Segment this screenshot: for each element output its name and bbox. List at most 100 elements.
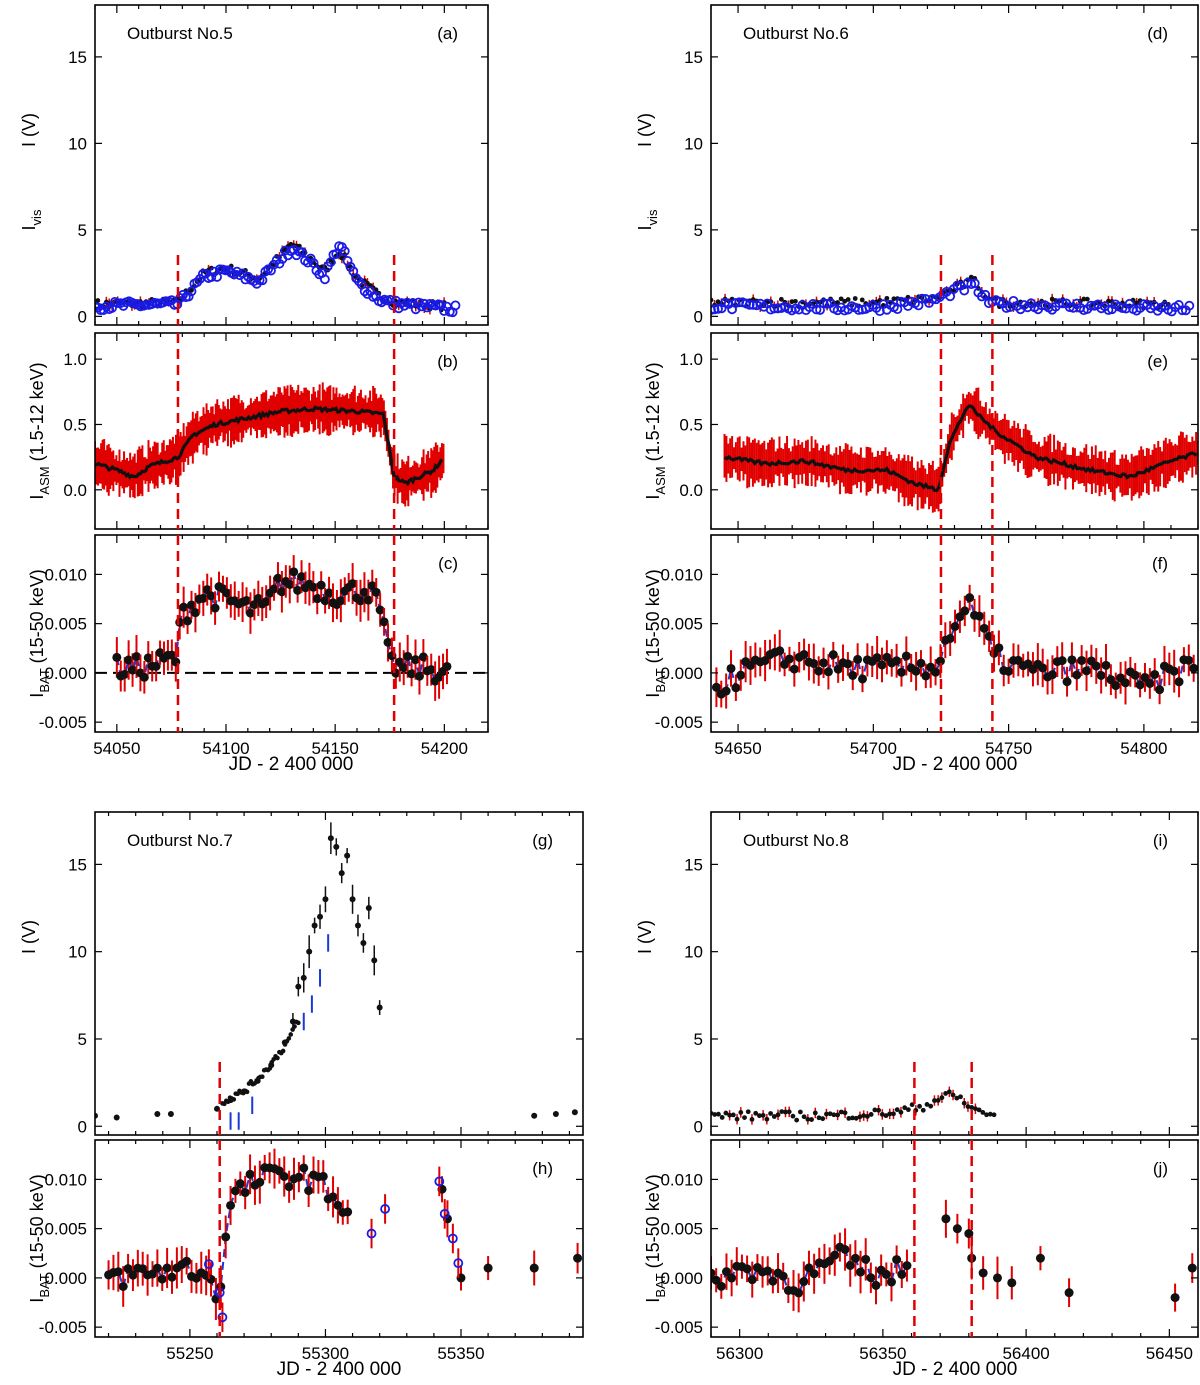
panel-frame bbox=[710, 811, 1199, 1136]
bat-point bbox=[1174, 677, 1184, 687]
vis-point bbox=[317, 913, 324, 920]
bat-point bbox=[825, 1256, 835, 1266]
series-BAT-j bbox=[711, 1228, 912, 1313]
x-tick-label: 54750 bbox=[985, 739, 1032, 758]
y-tick-label: 0.000 bbox=[44, 1269, 87, 1288]
vis-point bbox=[786, 1109, 792, 1115]
bat-point bbox=[124, 655, 134, 665]
y-tick-label: 10 bbox=[684, 134, 703, 153]
bat-point bbox=[848, 670, 858, 680]
bat-point bbox=[359, 587, 369, 597]
panel-tag: (e) bbox=[1147, 352, 1168, 371]
panel-frame bbox=[94, 1139, 584, 1338]
vis-point bbox=[723, 1110, 729, 1116]
y-tick-label: 1.0 bbox=[679, 350, 703, 369]
bat-point bbox=[285, 579, 295, 589]
vis-point bbox=[225, 1099, 231, 1105]
panel-tag: (f) bbox=[1152, 554, 1168, 573]
bat-point bbox=[167, 1272, 177, 1282]
bat-point bbox=[1064, 1288, 1074, 1298]
panel-tag: (b) bbox=[437, 352, 458, 371]
bat-point bbox=[143, 653, 153, 663]
panel-a: 0 5 10 15 Outburst No.5 (a) I (V) Ivis bbox=[19, 4, 489, 326]
y-tick-label: 5 bbox=[78, 221, 87, 240]
vis-point bbox=[876, 1107, 881, 1113]
vis-point bbox=[280, 1048, 286, 1054]
x-axis-label: JD - 2 400 000 bbox=[893, 1359, 1018, 1380]
vis-point bbox=[552, 1111, 559, 1118]
panel-h: -0.005 0.000 0.005 0.010 55250 55300 55350 (h) I… bbox=[27, 1139, 584, 1380]
panel-tag: (g) bbox=[532, 831, 553, 850]
bat-point bbox=[308, 582, 318, 592]
plot-area-a bbox=[95, 240, 461, 318]
series-ASM-smoothed-e bbox=[723, 387, 1198, 513]
y-axis-label: IBAT (15-50 keV) bbox=[27, 569, 52, 697]
x-tick-label: 56450 bbox=[1146, 1344, 1193, 1363]
vis-point bbox=[928, 1103, 934, 1109]
vis-point bbox=[790, 1113, 796, 1119]
panel-title: Outburst No.5 bbox=[127, 24, 233, 43]
vis-point bbox=[296, 1020, 301, 1026]
vis-point bbox=[961, 1100, 967, 1106]
bat-point bbox=[843, 659, 853, 669]
vis-point bbox=[1081, 296, 1087, 302]
open-circle-point bbox=[713, 303, 723, 314]
bat-point bbox=[871, 1280, 881, 1290]
bat-point bbox=[230, 1186, 240, 1196]
bat-point bbox=[1077, 655, 1087, 665]
bat-point bbox=[1111, 681, 1121, 691]
bat-point bbox=[255, 1177, 265, 1187]
panel-tag: (c) bbox=[438, 554, 458, 573]
bat-point bbox=[210, 603, 220, 613]
vis-point bbox=[891, 296, 897, 302]
open-circle-point bbox=[297, 247, 308, 258]
bat-point bbox=[367, 581, 377, 591]
bat-point bbox=[892, 656, 902, 666]
bat-point bbox=[964, 1229, 974, 1239]
panel-title: Outburst No.7 bbox=[127, 831, 233, 850]
bat-point bbox=[147, 1269, 157, 1279]
y-axis-label: IBAT (15-50 keV) bbox=[643, 569, 668, 697]
vis-point bbox=[950, 1092, 956, 1098]
vis-point bbox=[267, 1066, 273, 1071]
bat-point bbox=[916, 658, 926, 668]
vis-point bbox=[531, 1112, 538, 1119]
bat-point bbox=[297, 572, 307, 582]
y-axis-label: IASM (1.5-12 keV) bbox=[643, 362, 668, 499]
bat-point bbox=[809, 1269, 819, 1279]
bat-point bbox=[336, 596, 346, 606]
vis-point bbox=[835, 1112, 841, 1118]
bat-point bbox=[1072, 670, 1082, 680]
vis-point bbox=[824, 1111, 829, 1117]
x-tick-label: 56350 bbox=[859, 1344, 906, 1363]
bat-point bbox=[830, 1250, 840, 1260]
open-circle-point bbox=[434, 1176, 445, 1187]
bat-point bbox=[407, 669, 417, 679]
vis-point bbox=[865, 1113, 870, 1119]
bat-point bbox=[279, 1171, 289, 1181]
vis-point bbox=[859, 297, 865, 303]
vis-point bbox=[349, 896, 356, 903]
bat-point bbox=[901, 651, 911, 661]
bat-point bbox=[273, 573, 283, 583]
y-axis-label-vis: Ivis bbox=[19, 209, 44, 230]
bat-point bbox=[945, 633, 955, 643]
y-tick-label: 0 bbox=[78, 1117, 87, 1136]
bat-point bbox=[1145, 678, 1155, 688]
vis-point bbox=[954, 1095, 960, 1101]
series-late-BAT-j bbox=[941, 1199, 1197, 1312]
vis-point bbox=[738, 1109, 744, 1115]
vis-point bbox=[868, 1112, 874, 1117]
bat-point bbox=[240, 1188, 250, 1198]
bat-point bbox=[1189, 663, 1198, 673]
y-tick-label: 5 bbox=[78, 1030, 87, 1049]
plot-area-e bbox=[723, 387, 1198, 513]
bat-point bbox=[343, 1207, 353, 1217]
y-tick-label: 10 bbox=[68, 134, 87, 153]
vis-point bbox=[879, 1112, 885, 1117]
x-tick-label: 54200 bbox=[421, 739, 468, 758]
open-circle-point bbox=[416, 301, 427, 312]
bat-point bbox=[978, 1268, 988, 1278]
bat-point bbox=[183, 616, 193, 626]
vis-point bbox=[917, 1103, 922, 1109]
